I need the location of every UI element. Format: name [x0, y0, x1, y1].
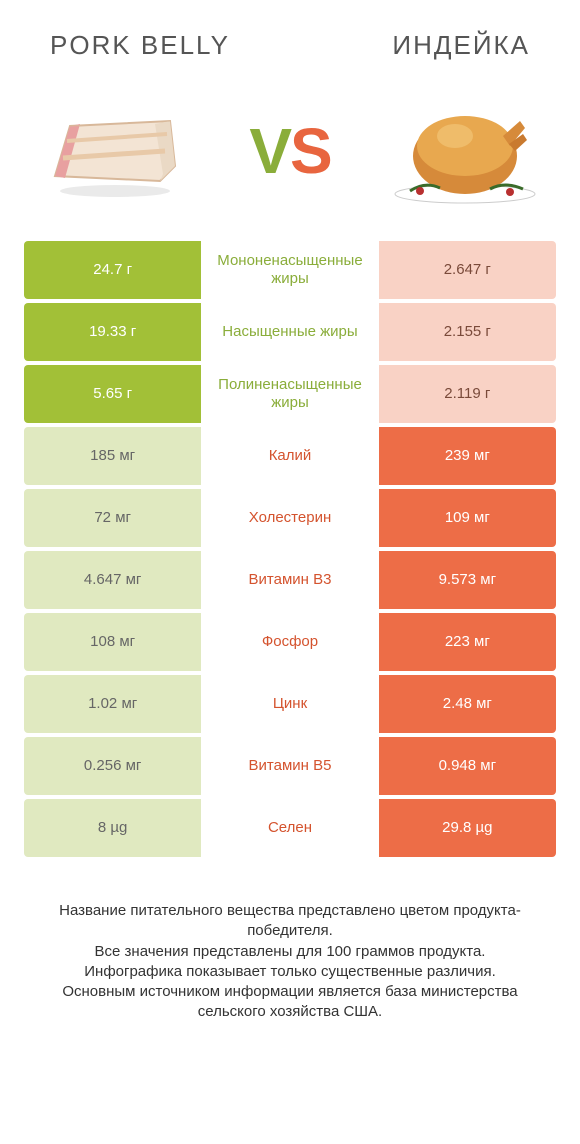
table-row: 1.02 мгЦинк2.48 мг	[24, 675, 556, 733]
table-row: 24.7 гМононенасыщенные жиры2.647 г	[24, 241, 556, 299]
left-value-cell: 19.33 г	[24, 303, 201, 361]
left-value-cell: 4.647 мг	[24, 551, 201, 609]
footer-line-3: Инфографика показывает только существенн…	[30, 962, 550, 982]
left-value-cell: 185 мг	[24, 427, 201, 485]
images-row: VS	[0, 71, 580, 241]
left-value-cell: 1.02 мг	[24, 675, 201, 733]
left-value-cell: 0.256 мг	[24, 737, 201, 795]
right-value-cell: 2.119 г	[379, 365, 556, 423]
turkey-icon	[385, 96, 545, 206]
footer-line-1: Название питательного вещества представл…	[30, 901, 550, 942]
right-value-cell: 109 мг	[379, 489, 556, 547]
right-value-cell: 9.573 мг	[379, 551, 556, 609]
left-value-cell: 24.7 г	[24, 241, 201, 299]
nutrient-name-cell: Витамин B3	[201, 551, 378, 609]
left-value-cell: 108 мг	[24, 613, 201, 671]
table-row: 185 мгКалий239 мг	[24, 427, 556, 485]
left-value-cell: 72 мг	[24, 489, 201, 547]
pork-belly-icon	[35, 96, 195, 206]
table-row: 72 мгХолестерин109 мг	[24, 489, 556, 547]
right-value-cell: 0.948 мг	[379, 737, 556, 795]
table-row: 0.256 мгВитамин B50.948 мг	[24, 737, 556, 795]
nutrient-table: 24.7 гМононенасыщенные жиры2.647 г19.33 …	[24, 241, 556, 857]
turkey-image	[380, 91, 550, 211]
nutrient-name-cell: Калий	[201, 427, 378, 485]
nutrient-name-cell: Насыщенные жиры	[201, 303, 378, 361]
right-value-cell: 2.647 г	[379, 241, 556, 299]
table-row: 4.647 мгВитамин B39.573 мг	[24, 551, 556, 609]
table-row: 108 мгФосфор223 мг	[24, 613, 556, 671]
table-row: 5.65 гПолиненасыщенные жиры2.119 г	[24, 365, 556, 423]
footer-line-4: Основным источником информации является …	[30, 982, 550, 1023]
pork-belly-image	[30, 91, 200, 211]
right-value-cell: 2.155 г	[379, 303, 556, 361]
footer-notes: Название питательного вещества представл…	[0, 861, 580, 1023]
nutrient-name-cell: Цинк	[201, 675, 378, 733]
right-value-cell: 223 мг	[379, 613, 556, 671]
infographic-container: Pork belly ИНДЕЙКА VS	[0, 0, 580, 1023]
right-value-cell: 29.8 µg	[379, 799, 556, 857]
vs-v-letter: V	[249, 115, 290, 187]
left-food-title: Pork belly	[50, 30, 230, 61]
vs-label: VS	[249, 114, 330, 188]
table-row: 8 µgСелен29.8 µg	[24, 799, 556, 857]
nutrient-name-cell: Витамин B5	[201, 737, 378, 795]
left-value-cell: 5.65 г	[24, 365, 201, 423]
nutrient-name-cell: Фосфор	[201, 613, 378, 671]
nutrient-name-cell: Полиненасыщенные жиры	[201, 365, 378, 423]
table-row: 19.33 гНасыщенные жиры2.155 г	[24, 303, 556, 361]
right-value-cell: 2.48 мг	[379, 675, 556, 733]
nutrient-name-cell: Холестерин	[201, 489, 378, 547]
vs-s-letter: S	[290, 115, 331, 187]
header-row: Pork belly ИНДЕЙКА	[0, 0, 580, 71]
footer-line-2: Все значения представлены для 100 граммо…	[30, 942, 550, 962]
left-value-cell: 8 µg	[24, 799, 201, 857]
right-value-cell: 239 мг	[379, 427, 556, 485]
nutrient-name-cell: Селен	[201, 799, 378, 857]
nutrient-name-cell: Мононенасыщенные жиры	[201, 241, 378, 299]
right-food-title: ИНДЕЙКА	[392, 30, 530, 61]
